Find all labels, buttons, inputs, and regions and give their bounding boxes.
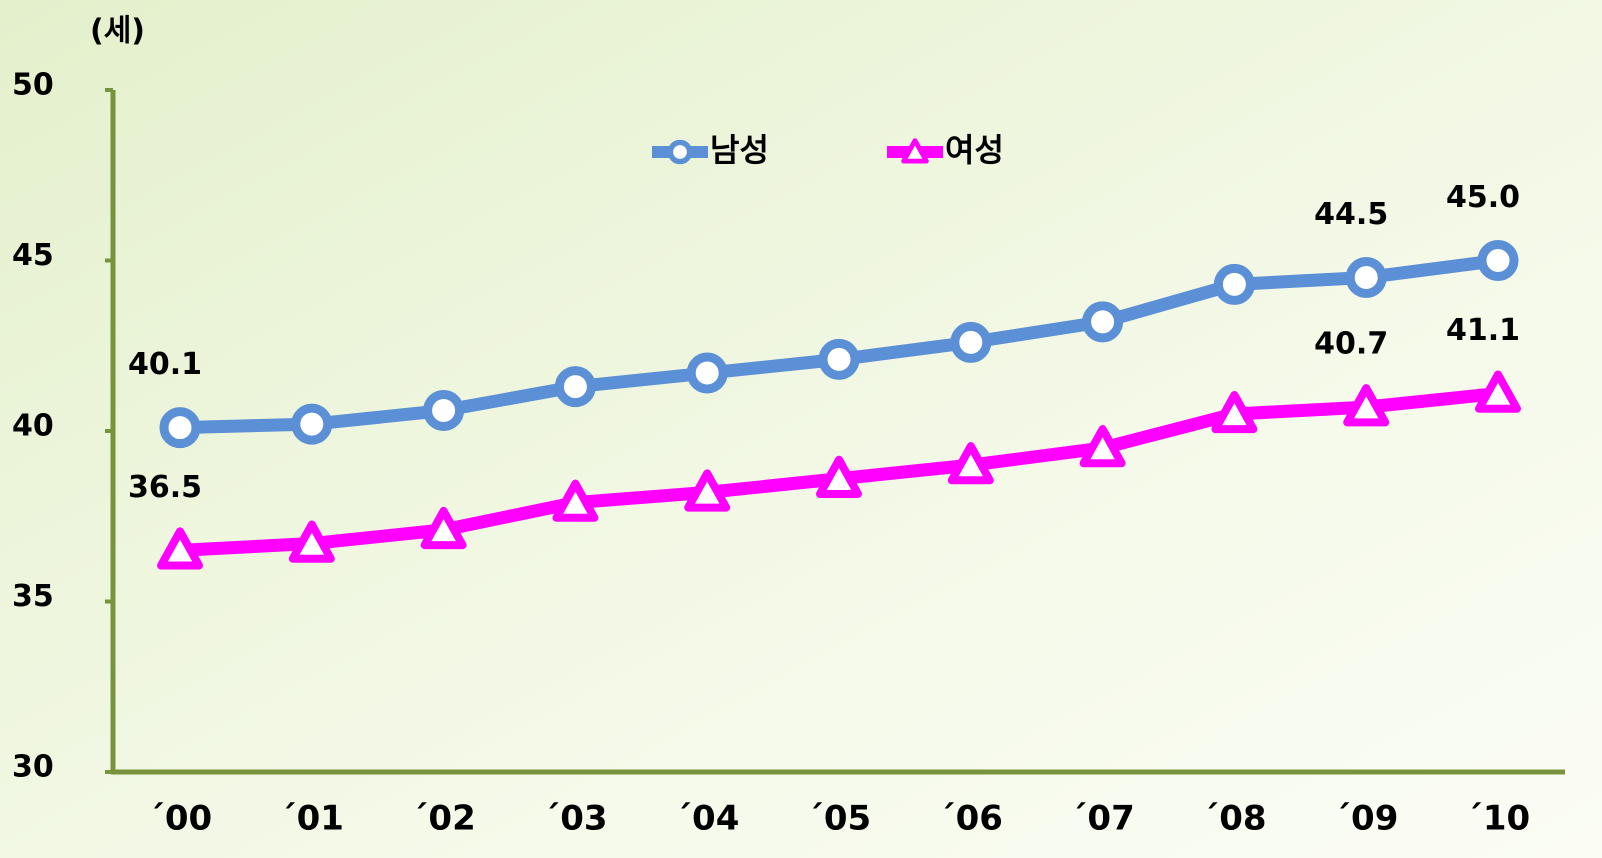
data-point: [1211, 390, 1258, 434]
data-point: [157, 527, 203, 570]
x-tick-label: ´04: [675, 799, 739, 839]
data-label: 41.1: [1446, 313, 1520, 348]
data-label: 45.0: [1446, 180, 1520, 215]
data-point: [1475, 370, 1521, 413]
x-tick-label: ´07: [1070, 799, 1134, 839]
x-tick-label: ´06: [939, 799, 1003, 839]
data-point: [686, 352, 728, 394]
y-tick-label: 50: [12, 68, 54, 103]
legend-label: 여성: [945, 131, 1004, 169]
legend-label: 남성: [710, 131, 769, 169]
y-tick-label: 45: [12, 238, 54, 273]
data-point: [554, 366, 596, 408]
data-point: [1082, 301, 1124, 343]
data-point: [291, 403, 333, 445]
data-point: [1079, 425, 1126, 468]
data-point: [1343, 384, 1390, 427]
data-point: [423, 390, 465, 432]
data-point: [684, 469, 731, 512]
data-label: 44.5: [1314, 197, 1388, 232]
data-point: [288, 520, 335, 563]
data-point: [950, 321, 992, 363]
x-tick-label: ´00: [148, 799, 212, 839]
y-axis-label: (세): [90, 14, 145, 49]
x-tick-label: ´03: [543, 799, 607, 839]
x-tick-label: ´10: [1466, 799, 1530, 839]
data-point: [947, 442, 994, 485]
x-tick-label: ´05: [807, 799, 871, 839]
data-point: [1345, 257, 1387, 299]
data-point: [420, 506, 467, 550]
data-point: [818, 338, 860, 380]
data-label: 40.7: [1314, 327, 1388, 362]
data-label: 40.1: [128, 347, 202, 382]
data-point: [816, 455, 862, 498]
legend-marker: [901, 138, 929, 164]
x-tick-label: ´08: [1202, 799, 1266, 839]
x-tick-label: ´01: [280, 799, 344, 839]
data-point: [1213, 263, 1255, 305]
y-tick-label: 35: [12, 579, 54, 614]
x-tick-label: ´02: [411, 799, 475, 839]
y-tick-label: 30: [12, 750, 54, 785]
x-tick-label: ´09: [1334, 799, 1398, 839]
data-label: 36.5: [128, 470, 202, 505]
data-point: [1477, 240, 1519, 281]
data-point: [159, 407, 201, 449]
y-tick-label: 40: [12, 409, 54, 444]
data-point: [552, 479, 599, 522]
legend-marker: [667, 139, 693, 165]
